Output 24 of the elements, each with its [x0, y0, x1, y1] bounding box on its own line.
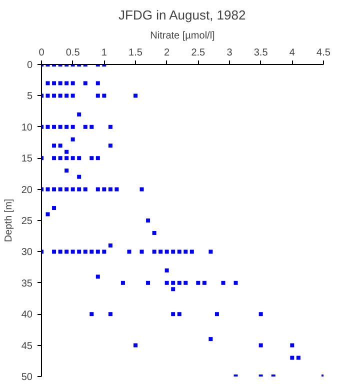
x-tick-label: 2	[164, 48, 170, 58]
x-tick-label: 4.5	[316, 48, 331, 58]
x-tick-label: 2.5	[191, 48, 206, 58]
y-tick-label: 30	[21, 247, 33, 258]
y-axis-title: Depth [m]	[3, 198, 14, 242]
y-tick-label: 50	[21, 372, 33, 383]
y-tick-label: 40	[21, 310, 33, 321]
x-tick-label: 1	[101, 48, 108, 58]
x-tick-label: 0.5	[66, 48, 80, 58]
y-tick-label: 5	[26, 91, 33, 102]
y-tick-label: 10	[21, 122, 33, 134]
x-tick-label: 4	[289, 48, 296, 58]
y-tick-label: 45	[21, 340, 33, 352]
y-tick-label: 15	[21, 154, 33, 165]
x-tick-label: 3	[226, 48, 233, 58]
y-tick-label: 20	[21, 184, 33, 196]
chart-title: JFDG in August, 1982	[118, 8, 246, 22]
y-tick-label: 25	[21, 216, 33, 227]
x-tick-label: 1.5	[128, 48, 143, 58]
x-axis-title: Nitrate [µmol/l]	[150, 30, 216, 42]
x-tick-label: 3.5	[254, 48, 268, 58]
y-tick-label: 35	[21, 278, 33, 290]
y-tick-label: 0	[26, 60, 33, 71]
x-tick-label: 0	[38, 48, 45, 58]
